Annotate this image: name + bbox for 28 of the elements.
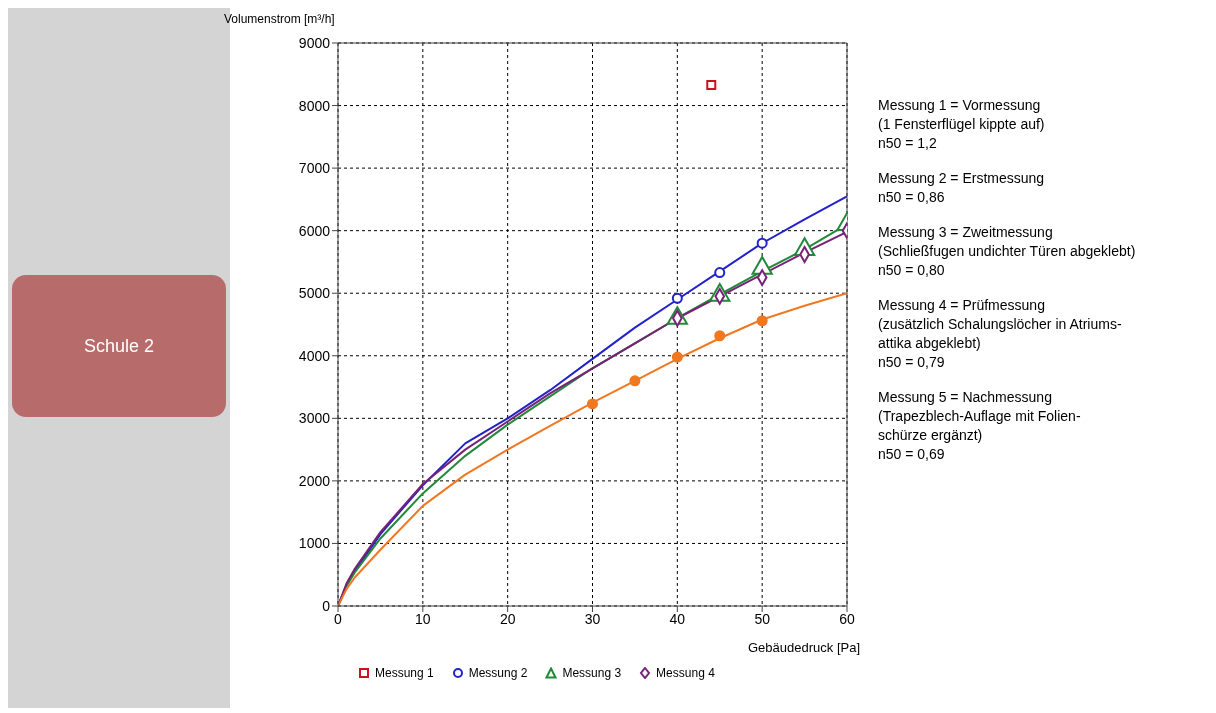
y-tick-label: 3000	[298, 410, 331, 427]
legend-label: Messung 3	[562, 666, 622, 680]
legend-label: Messung 1	[375, 666, 434, 680]
y-axis-title: Volumenstrom [m³/h]	[224, 12, 335, 26]
x-tick-label: 20	[499, 610, 516, 627]
x-tick-label: 10	[415, 610, 431, 627]
y-tick-label: 5000	[298, 285, 331, 302]
legend-label: Messung 4	[656, 666, 715, 680]
text: Messung 4 = Prüfmessung (zusätzlich Schalungslöcher in Atriums- attika abgeklebt) n50 = 0,79	[878, 296, 1123, 372]
y-tick-label: 0	[322, 597, 331, 614]
text: Messung 1 = Vormessung (1 Fensterflügel kippte auf) n50 = 1,2	[878, 96, 1046, 153]
x-tick-label: 50	[754, 610, 771, 627]
x-tick-label: 60	[839, 610, 855, 627]
x-tick-label: 30	[584, 610, 601, 627]
x-tick-label: 0	[334, 610, 343, 627]
y-tick-label: 9000	[298, 34, 331, 51]
text: Messung 3 = Zweitmessung (Schließfugen undichter Türen abgeklebt) n50 = 0,80	[878, 223, 1136, 280]
y-tick-label: 1000	[298, 535, 331, 552]
x-axis-title: Gebäudedruck [Pa]	[748, 640, 861, 655]
x-tick-label: 40	[669, 610, 686, 627]
y-tick-label: 8000	[298, 97, 331, 114]
y-tick-label: 6000	[298, 222, 331, 239]
text: Messung 5 = Nachmessung (Trapezblech-Auflage mit Folien- schürze ergänzt) n50 = 0,69	[878, 388, 1082, 464]
legend-label: Messung 2	[468, 666, 528, 680]
y-tick-label: 7000	[298, 160, 331, 177]
y-tick-label: 4000	[298, 347, 331, 364]
text: Messung 2 = Erstmessung n50 = 0,86	[878, 169, 1046, 207]
y-tick-label: 2000	[298, 472, 331, 489]
